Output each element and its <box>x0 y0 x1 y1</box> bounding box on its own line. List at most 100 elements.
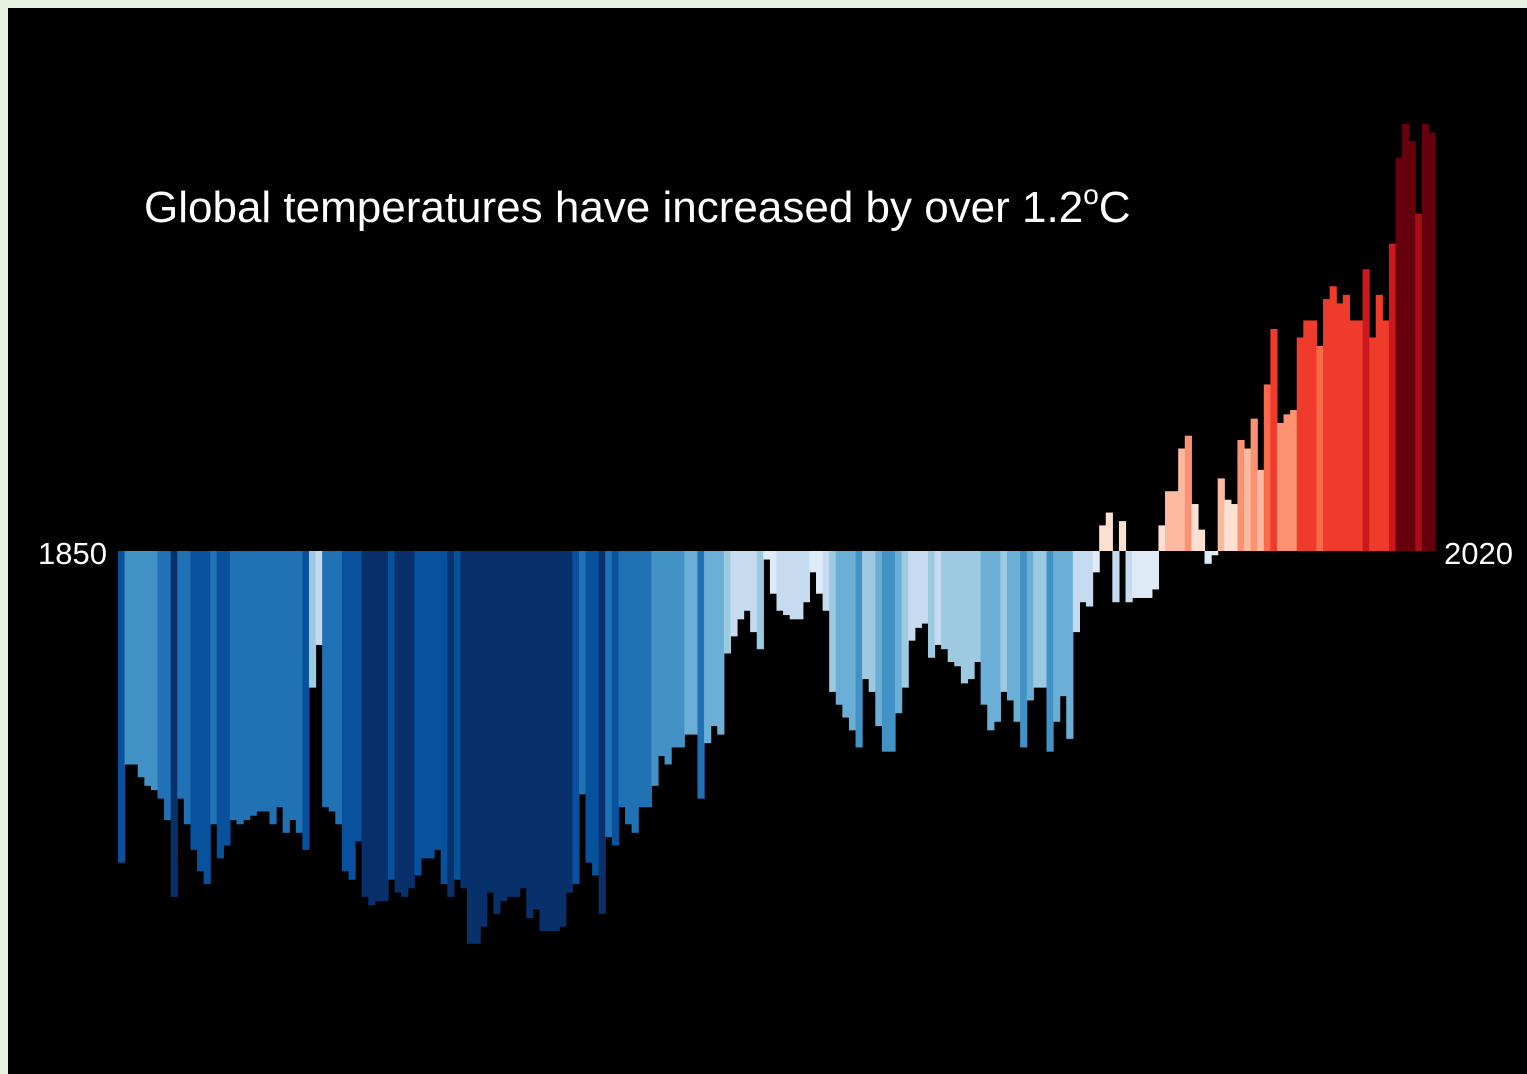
bar-2019 <box>1230 504 1239 551</box>
bar-1877 <box>295 551 303 833</box>
bar-2018 <box>1224 499 1232 551</box>
bar-1948 <box>763 551 771 560</box>
bar-1932 <box>657 551 666 756</box>
bar-1987 <box>1020 551 1028 748</box>
bar-1853 <box>137 551 145 778</box>
bar-1926 <box>618 551 626 808</box>
bar-1974 <box>934 551 942 645</box>
bar-1903 <box>467 551 475 944</box>
x-start-label: 1850 <box>38 536 107 571</box>
bar-1996 <box>1079 551 1087 603</box>
bar-2001 <box>1112 551 1120 603</box>
bar-1954 <box>802 551 811 603</box>
bar-1942 <box>723 551 731 654</box>
chart-frame: Global temperatures have increased by ov… <box>8 8 1527 1074</box>
bar-2024 <box>1263 384 1271 551</box>
bar-1995 <box>1072 551 1081 633</box>
bar-1959 <box>835 551 843 705</box>
bar-2023 <box>1257 469 1265 551</box>
bar-1896 <box>420 551 429 859</box>
bar-1918 <box>565 551 573 893</box>
bar-1910 <box>513 551 521 897</box>
bar-1895 <box>414 551 422 876</box>
bar-1955 <box>809 551 817 573</box>
bar-2025 <box>1270 328 1278 551</box>
bar-2046 <box>1408 141 1416 551</box>
bar-1983 <box>993 551 1001 722</box>
bar-1880 <box>315 551 323 645</box>
bar-1872 <box>262 551 271 812</box>
bar-1957 <box>822 551 830 611</box>
bar-1933 <box>664 551 672 765</box>
bar-1874 <box>276 551 284 808</box>
bar-1939 <box>704 551 712 744</box>
bar-1859 <box>177 551 185 799</box>
bar-1892 <box>394 551 402 893</box>
bar-2044 <box>1395 158 1403 551</box>
bar-1898 <box>434 551 442 850</box>
bar-1986 <box>1013 551 1021 722</box>
bar-1972 <box>921 551 929 624</box>
bar-1943 <box>730 551 738 637</box>
bar-1884 <box>341 551 350 872</box>
bar-1968 <box>895 551 903 714</box>
bar-1936 <box>684 551 692 735</box>
bar-1854 <box>144 551 152 786</box>
bar-2003 <box>1125 551 1133 603</box>
bar-2043 <box>1388 243 1397 551</box>
bar-1856 <box>157 551 165 799</box>
bar-1984 <box>1000 551 1008 692</box>
bar-1973 <box>927 551 936 658</box>
bar-2004 <box>1132 551 1140 598</box>
x-end-label: 2020 <box>1444 536 1513 571</box>
bar-2000 <box>1105 512 1113 551</box>
bar-1998 <box>1092 551 1100 573</box>
bar-1913 <box>532 551 541 910</box>
bar-1887 <box>361 551 369 897</box>
bar-2026 <box>1276 422 1285 551</box>
bar-1941 <box>717 551 725 735</box>
bar-1902 <box>460 551 468 889</box>
bar-1852 <box>131 551 139 765</box>
bar-1893 <box>401 551 409 897</box>
bar-1937 <box>690 551 699 735</box>
bar-2031 <box>1309 320 1318 551</box>
bar-1890 <box>381 551 389 902</box>
bar-1946 <box>750 551 758 633</box>
bar-2040 <box>1369 337 1377 551</box>
bar-1921 <box>585 551 593 863</box>
bar-1989 <box>1033 551 1041 688</box>
bar-1961 <box>848 551 857 731</box>
bar-2020 <box>1237 439 1245 551</box>
bar-1997 <box>1085 551 1094 607</box>
bar-1940 <box>710 551 718 727</box>
bar-2011 <box>1178 448 1186 551</box>
bar-1976 <box>947 551 955 663</box>
bar-1891 <box>387 551 396 880</box>
bar-2008 <box>1158 525 1166 551</box>
bar-1994 <box>1066 551 1074 739</box>
bar-1917 <box>559 551 567 927</box>
bar-1879 <box>308 551 317 688</box>
bar-1912 <box>526 551 534 919</box>
bar-1991 <box>1046 551 1054 752</box>
bar-1857 <box>164 551 172 821</box>
bar-1938 <box>697 551 705 799</box>
bar-1981 <box>980 551 988 705</box>
bar-1851 <box>124 551 132 765</box>
bar-1960 <box>842 551 850 718</box>
bar-1962 <box>855 551 863 748</box>
bar-2042 <box>1382 320 1390 551</box>
bar-1915 <box>546 551 554 932</box>
bar-1928 <box>631 551 639 833</box>
bar-1860 <box>183 551 192 825</box>
chart-title-unit: C <box>1099 183 1131 232</box>
bar-1850 <box>118 551 126 863</box>
bar-1980 <box>974 551 982 663</box>
bar-1885 <box>348 551 356 880</box>
bar-2029 <box>1296 337 1304 551</box>
bar-2034 <box>1329 286 1337 551</box>
bar-1914 <box>539 551 547 932</box>
bar-1870 <box>249 551 257 816</box>
bar-2014 <box>1197 529 1206 551</box>
